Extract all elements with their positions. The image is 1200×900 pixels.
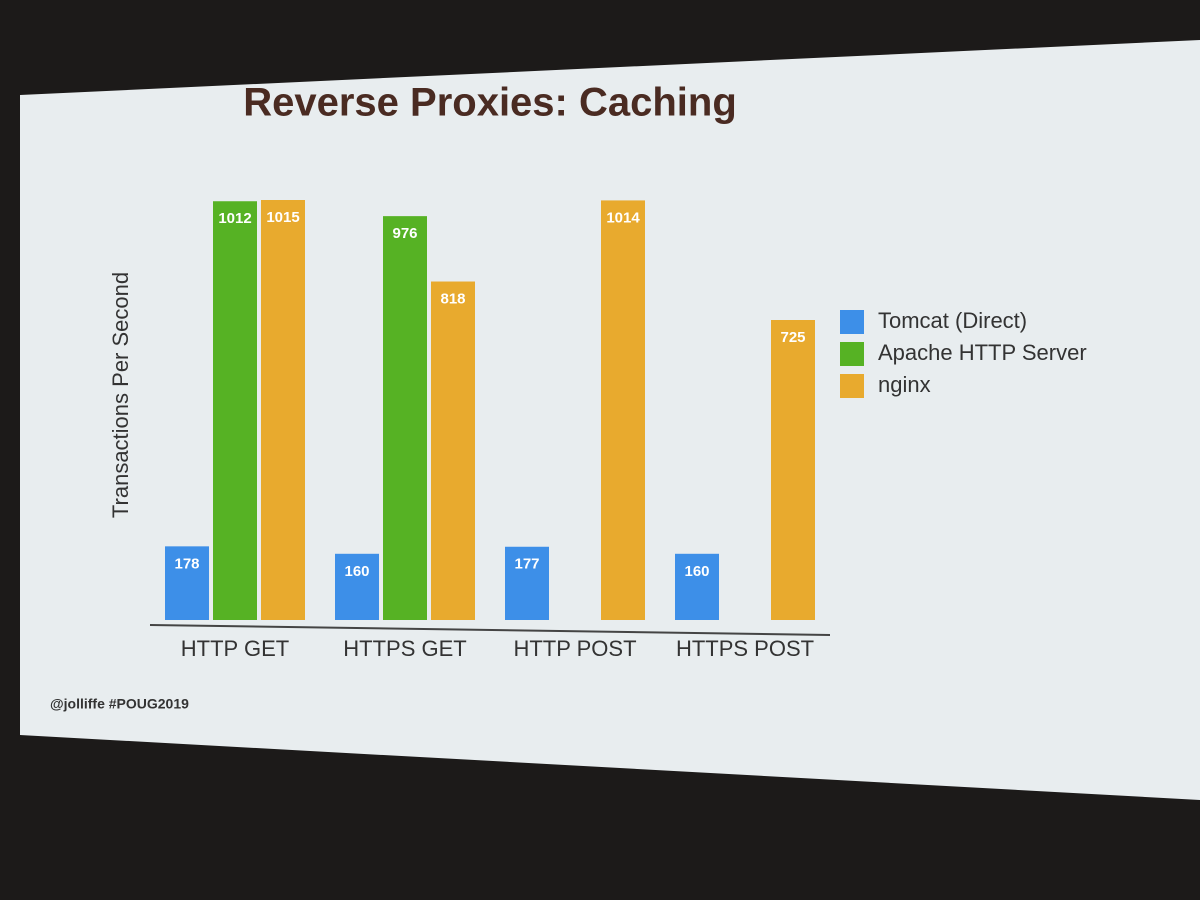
value-label: 1015 bbox=[266, 209, 299, 226]
x-tick-label: HTTPS POST bbox=[676, 636, 814, 661]
bar bbox=[383, 216, 427, 620]
y-axis-label: Transactions Per Second bbox=[108, 272, 133, 518]
bar bbox=[675, 553, 719, 620]
value-label: 160 bbox=[684, 563, 709, 580]
bar bbox=[213, 201, 257, 620]
legend-swatch bbox=[840, 342, 864, 366]
bar bbox=[601, 200, 645, 620]
value-label: 725 bbox=[780, 329, 805, 346]
legend-label: Apache HTTP Server bbox=[878, 340, 1087, 365]
chart-title: Reverse Proxies: Caching bbox=[243, 81, 737, 125]
footer: @jolliffe #POUG2019 bbox=[50, 696, 189, 712]
value-label: 1014 bbox=[606, 209, 640, 226]
legend-swatch bbox=[840, 374, 864, 398]
x-tick-label: HTTPS GET bbox=[343, 636, 466, 661]
value-label: 818 bbox=[440, 290, 465, 307]
bar bbox=[261, 200, 305, 620]
value-label: 976 bbox=[392, 225, 417, 242]
legend-swatch bbox=[840, 310, 864, 334]
x-axis bbox=[149, 624, 831, 636]
legend-label: Tomcat (Direct) bbox=[878, 308, 1027, 333]
bar bbox=[771, 320, 815, 620]
value-label: 177 bbox=[514, 556, 539, 573]
bar bbox=[431, 281, 475, 620]
value-label: 1012 bbox=[218, 210, 251, 227]
value-label: 178 bbox=[174, 555, 199, 572]
legend-label: nginx bbox=[878, 372, 931, 397]
bar bbox=[505, 546, 549, 620]
bar bbox=[335, 553, 379, 620]
bar bbox=[165, 546, 209, 620]
x-tick-label: HTTP GET bbox=[181, 636, 289, 661]
value-label: 160 bbox=[344, 563, 369, 580]
x-tick-label: HTTP POST bbox=[513, 636, 636, 661]
